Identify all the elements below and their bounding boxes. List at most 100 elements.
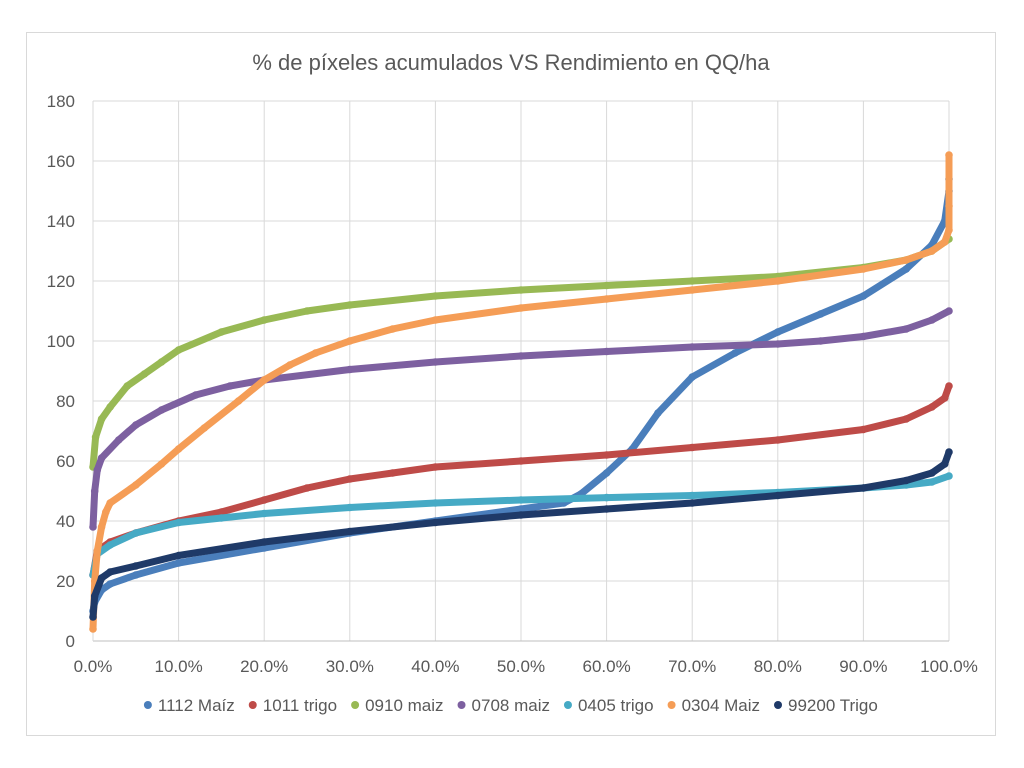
y-tick-label: 80 — [56, 392, 75, 411]
x-tick-label: 90.0% — [839, 657, 887, 676]
data-point — [928, 469, 936, 477]
data-point — [106, 541, 114, 549]
x-tick-label: 10.0% — [154, 657, 202, 676]
data-point — [431, 518, 440, 527]
legend-item: 0304 Maiz — [667, 696, 760, 715]
data-point — [431, 292, 440, 300]
data-point — [174, 445, 183, 453]
data-point — [106, 499, 114, 507]
data-point — [774, 436, 782, 444]
gridlines — [93, 100, 950, 641]
data-point — [731, 349, 739, 357]
data-point — [517, 496, 525, 504]
legend-label: 99200 Trigo — [788, 696, 878, 715]
data-point — [902, 256, 910, 264]
data-point — [346, 365, 354, 374]
data-point — [346, 475, 354, 483]
data-point — [945, 226, 953, 234]
x-tick-label: 60.0% — [582, 657, 630, 676]
data-point — [602, 505, 611, 513]
data-point — [945, 307, 953, 315]
data-point — [97, 523, 106, 531]
legend-marker — [667, 701, 676, 709]
data-point — [602, 493, 611, 502]
data-point — [517, 304, 525, 312]
data-point — [940, 238, 949, 246]
series-0304-maiz — [89, 151, 953, 633]
data-point — [945, 202, 953, 210]
y-tick-label: 0 — [66, 632, 75, 651]
data-point — [93, 547, 102, 555]
data-point — [859, 484, 868, 492]
data-point — [140, 370, 149, 378]
data-point — [89, 613, 97, 621]
data-point — [431, 499, 440, 507]
legend-label: 1112 Maíz — [158, 696, 235, 715]
legend-label: 0910 maiz — [365, 696, 443, 715]
data-point — [114, 436, 123, 444]
data-point — [97, 454, 106, 462]
y-tick-label: 120 — [47, 272, 75, 291]
y-tick-label: 60 — [56, 452, 75, 471]
chart-svg: % de píxeles acumulados VS Rendimiento e… — [47, 50, 978, 715]
legend-item: 0910 maiz — [351, 696, 444, 715]
data-point — [928, 247, 936, 255]
data-point — [97, 574, 106, 582]
data-point — [431, 463, 440, 471]
data-point — [602, 451, 611, 459]
data-point — [346, 503, 354, 512]
data-point — [260, 316, 268, 324]
legend-item: 0708 maiz — [457, 696, 550, 715]
data-point — [123, 382, 132, 390]
data-point — [303, 307, 311, 315]
data-point — [200, 424, 209, 432]
legend-label: 1011 trigo — [263, 696, 337, 715]
data-point — [90, 487, 99, 495]
y-tick-label: 100 — [47, 332, 75, 351]
data-point — [260, 496, 268, 504]
data-point — [774, 340, 782, 348]
data-point — [688, 443, 696, 452]
data-point — [90, 592, 99, 600]
x-tick-label: 50.0% — [497, 657, 545, 676]
data-point — [106, 568, 114, 576]
data-point — [602, 347, 611, 356]
data-point — [859, 292, 868, 300]
data-point — [902, 325, 910, 333]
x-tick-label: 0.0% — [74, 657, 113, 676]
x-tick-label: 100.0% — [920, 657, 978, 676]
data-point — [602, 469, 611, 477]
legend-label: 0405 trigo — [578, 696, 654, 715]
data-point — [303, 484, 311, 492]
data-point — [928, 316, 936, 324]
y-tick-label: 40 — [56, 512, 75, 531]
data-point — [91, 433, 100, 441]
data-point — [431, 316, 440, 324]
legend-marker — [457, 701, 466, 709]
data-point — [928, 403, 936, 411]
data-point — [859, 265, 868, 273]
data-point — [859, 332, 868, 341]
data-point — [602, 281, 611, 290]
legend-item: 0405 trigo — [563, 696, 654, 715]
data-point — [859, 425, 868, 434]
data-point — [688, 499, 696, 507]
data-point — [816, 310, 825, 318]
data-point — [774, 491, 782, 500]
data-point — [157, 406, 166, 414]
data-point — [346, 527, 354, 536]
y-tick-label: 160 — [47, 152, 75, 171]
data-point — [89, 625, 97, 633]
data-point — [388, 325, 397, 333]
data-point — [654, 409, 662, 417]
legend-marker — [248, 701, 257, 709]
data-point — [346, 301, 354, 309]
data-point — [132, 481, 140, 489]
data-point — [945, 382, 953, 390]
data-point — [688, 343, 696, 351]
data-point — [132, 562, 140, 570]
data-point — [260, 544, 268, 552]
legend-label: 0304 Maiz — [682, 696, 760, 715]
series-trace — [89, 151, 953, 633]
data-point — [89, 523, 97, 531]
